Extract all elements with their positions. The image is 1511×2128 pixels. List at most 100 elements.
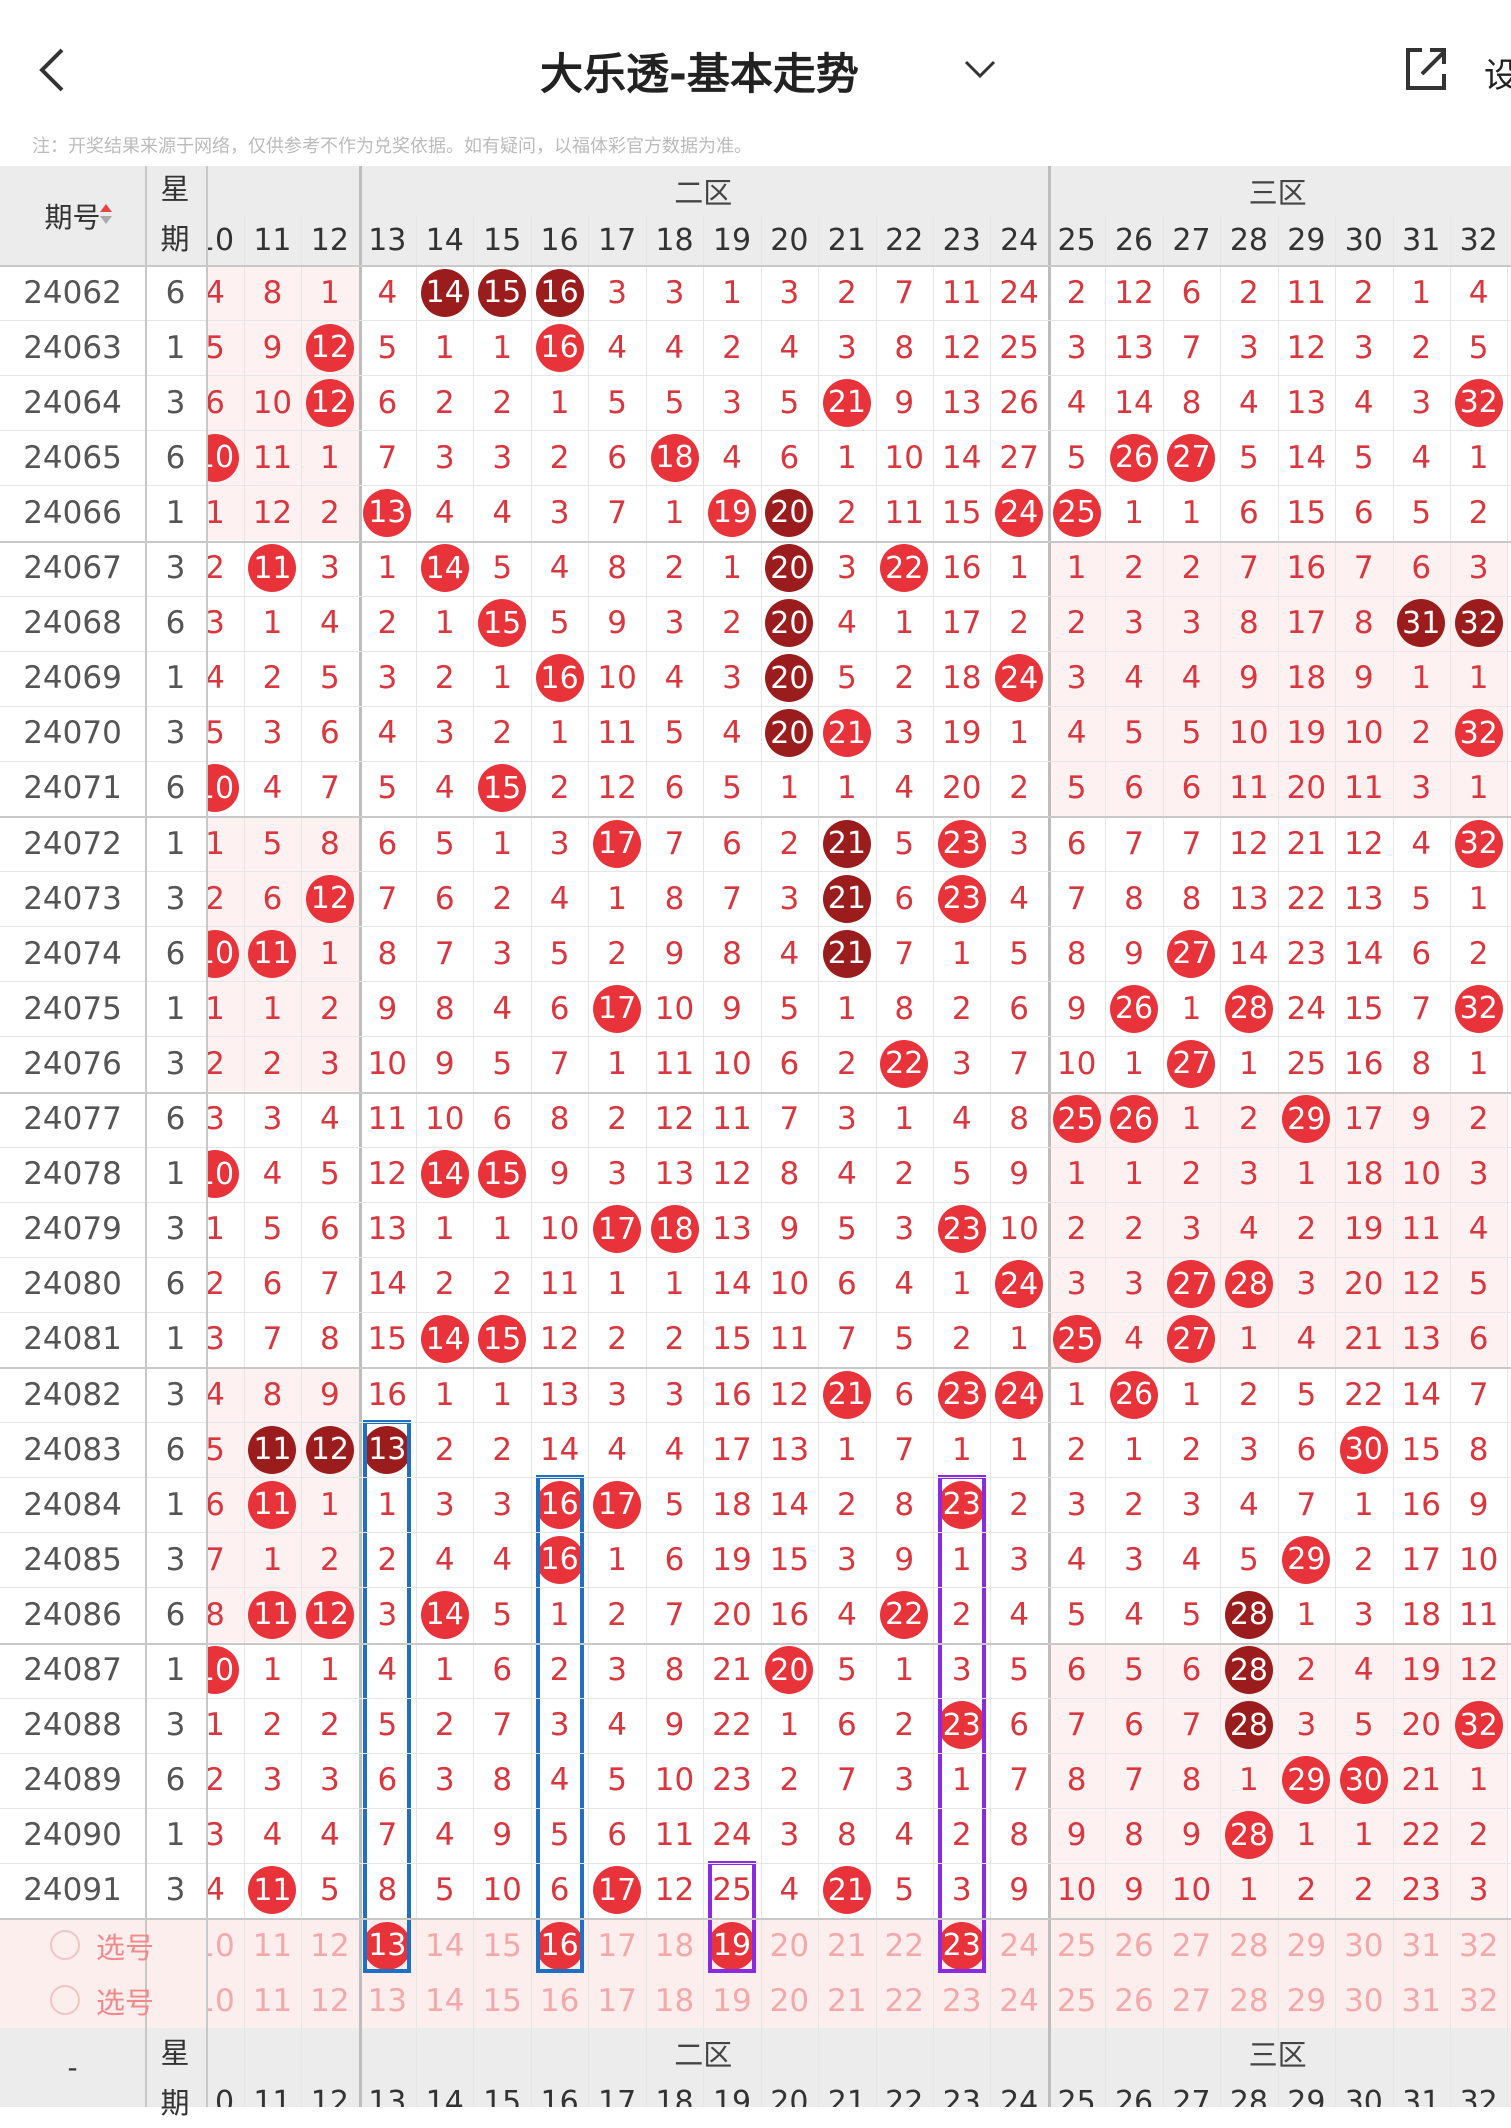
weekday: 6 — [165, 605, 186, 642]
miss-count: 6 — [1239, 494, 1259, 531]
miss-count: 5 — [206, 715, 225, 752]
select-cell[interactable]: 23 — [933, 1918, 990, 1973]
settings-button[interactable]: 设 — [1484, 56, 1511, 96]
cell: 3 — [244, 1092, 301, 1147]
select-cell[interactable]: 29 — [1278, 1918, 1335, 1973]
select-toggle[interactable] — [50, 1985, 80, 2016]
miss-count: 7 — [377, 880, 398, 917]
cell: 4 — [646, 651, 703, 706]
miss-count: 10 — [1171, 1872, 1212, 1909]
select-cell[interactable]: 19 — [703, 1918, 760, 1973]
select-cell[interactable]: 23 — [933, 1973, 990, 2028]
miss-count: 3 — [1009, 1541, 1030, 1578]
select-cell[interactable]: 17 — [588, 1918, 645, 1973]
column-header: 16 — [540, 222, 579, 258]
miss-count: 1 — [1181, 990, 1202, 1027]
page-title[interactable]: 大乐透-基本走势 — [540, 50, 859, 100]
miss-count: 5 — [262, 1211, 283, 1248]
select-cell[interactable]: 15 — [473, 1973, 530, 2028]
select-cell[interactable]: 28 — [1220, 1918, 1277, 1973]
cell: 1 — [301, 1477, 358, 1532]
select-cell[interactable]: 25 — [1048, 1918, 1105, 1973]
select-cell[interactable]: 27 — [1163, 1918, 1220, 1973]
row-line — [0, 926, 1511, 928]
cell: 24 — [990, 1257, 1047, 1312]
cell: 3 — [416, 430, 473, 485]
select-cell[interactable]: 32 — [1450, 1918, 1507, 1973]
cell: 3 — [761, 265, 818, 320]
select-cell[interactable]: 16 — [531, 1973, 588, 2028]
select-cell[interactable]: 30 — [1335, 1918, 1392, 1973]
miss-count: 2 — [1181, 1431, 1202, 1468]
cell: 7 — [473, 1698, 530, 1753]
select-cell[interactable]: 31 — [1393, 1918, 1450, 1973]
share-button[interactable] — [1400, 44, 1450, 94]
hit-ball: 12 — [305, 323, 354, 372]
select-cell[interactable]: 22 — [876, 1973, 933, 2028]
miss-count: 22 — [712, 1707, 752, 1744]
period-header[interactable]: 期号 — [44, 200, 101, 234]
back-button[interactable] — [34, 46, 70, 94]
select-label[interactable]: 选号 — [95, 1985, 154, 2020]
hit-ball: 11 — [248, 1866, 297, 1915]
select-cell[interactable]: 12 — [301, 1973, 358, 2028]
select-cell[interactable]: 20 — [761, 1973, 818, 2028]
select-cell[interactable]: 13 — [359, 1973, 416, 2028]
cell: 4 — [588, 1698, 645, 1753]
miss-count: 2 — [722, 329, 742, 366]
select-cell[interactable]: 31 — [1393, 1973, 1450, 2028]
select-cell[interactable]: 10 — [206, 1973, 244, 2028]
miss-count: 8 — [894, 1486, 915, 1523]
select-cell[interactable]: 11 — [244, 1973, 301, 2028]
select-cell[interactable]: 32 — [1450, 1973, 1507, 2028]
select-cell[interactable]: 21 — [818, 1918, 875, 1973]
select-cell[interactable]: 12 — [301, 1918, 358, 1973]
miss-count: 2 — [894, 1707, 915, 1744]
select-cell[interactable]: 30 — [1335, 1973, 1392, 2028]
select-cell[interactable]: 26 — [1105, 1973, 1162, 2028]
select-cell[interactable]: 21 — [818, 1973, 875, 2028]
select-cell[interactable]: 18 — [646, 1918, 703, 1973]
miss-count: 1 — [951, 1431, 972, 1468]
select-cell[interactable]: 14 — [416, 1918, 473, 1973]
select-cell[interactable]: 18 — [646, 1973, 703, 2028]
miss-count: 4 — [894, 1817, 915, 1854]
cell: 11 — [761, 1312, 818, 1367]
select-cell[interactable]: 28 — [1220, 1973, 1277, 2028]
select-cell[interactable]: 24 — [990, 1973, 1047, 2028]
cell: 8 — [646, 1643, 703, 1698]
cell: 6 — [531, 981, 588, 1036]
select-toggle[interactable] — [50, 1930, 80, 1960]
miss-count: 10 — [769, 1266, 810, 1303]
cell: 2 — [1163, 1147, 1220, 1202]
cell: 9 — [1450, 1477, 1507, 1532]
select-cell[interactable]: 26 — [1105, 1918, 1162, 1973]
miss-count: 7 — [894, 274, 915, 311]
miss-count: 10 — [712, 1045, 752, 1082]
miss-count: 6 — [1296, 1431, 1317, 1468]
cell: 2 — [933, 1312, 990, 1367]
select-label[interactable]: 选号 — [95, 1930, 154, 1965]
miss-count: 1 — [1066, 1156, 1087, 1193]
select-cell[interactable]: 27 — [1163, 1973, 1220, 2028]
select-cell[interactable]: 16 — [531, 1918, 588, 1973]
select-cell[interactable]: 15 — [473, 1918, 530, 1973]
select-cell[interactable]: 17 — [588, 1973, 645, 2028]
select-cell[interactable]: 14 — [416, 1973, 473, 2028]
select-cell[interactable]: 11 — [244, 1918, 301, 1973]
select-cell[interactable]: 20 — [761, 1918, 818, 1973]
miss-count: 2 — [434, 1707, 455, 1744]
miss-count: 2 — [1353, 1872, 1374, 1909]
select-cell[interactable]: 25 — [1048, 1973, 1105, 2028]
cell: 1 — [359, 541, 416, 596]
select-cell[interactable]: 13 — [359, 1918, 416, 1973]
select-cell[interactable]: 10 — [206, 1918, 244, 1973]
hit-ball: 12 — [305, 378, 354, 427]
select-cell[interactable]: 24 — [990, 1918, 1047, 1973]
title-dropdown[interactable] — [962, 58, 998, 82]
select-cell[interactable]: 19 — [703, 1973, 760, 2028]
cell: 32 — [1450, 706, 1507, 761]
cell: 32 — [1450, 1698, 1507, 1753]
select-cell[interactable]: 22 — [876, 1918, 933, 1973]
select-cell[interactable]: 29 — [1278, 1973, 1335, 2028]
